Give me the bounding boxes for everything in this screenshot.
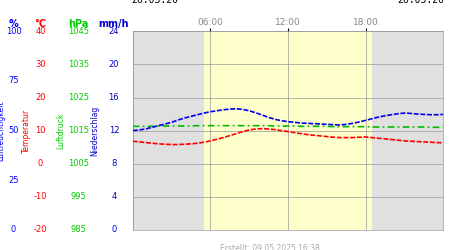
Text: 0: 0 [38, 159, 43, 168]
Text: -20: -20 [34, 226, 47, 234]
Text: Erstellt: 09.05.2025 16:38: Erstellt: 09.05.2025 16:38 [220, 244, 320, 250]
Text: 26.03.20: 26.03.20 [131, 0, 178, 6]
Text: 1025: 1025 [68, 93, 89, 102]
Text: Luftdruck: Luftdruck [56, 112, 65, 149]
Text: 40: 40 [35, 27, 46, 36]
Text: 995: 995 [71, 192, 86, 202]
Text: Temperatur: Temperatur [22, 108, 31, 153]
Text: 1035: 1035 [68, 60, 89, 69]
Text: -10: -10 [34, 192, 47, 202]
Text: 24: 24 [108, 27, 119, 36]
Text: 0: 0 [111, 226, 117, 234]
Text: 75: 75 [8, 76, 19, 86]
Text: 100: 100 [5, 27, 22, 36]
Text: 26.03.20: 26.03.20 [398, 0, 445, 6]
Text: 985: 985 [71, 226, 87, 234]
Text: 20: 20 [108, 60, 119, 69]
Bar [372, 31, 443, 230]
Text: mm/h: mm/h [99, 19, 129, 29]
Bar [133, 31, 204, 230]
Text: hPa: hPa [68, 19, 89, 29]
Bar [204, 31, 372, 230]
Text: 30: 30 [35, 60, 46, 69]
Text: 8: 8 [111, 159, 117, 168]
Text: %: % [9, 19, 18, 29]
Text: °C: °C [35, 19, 46, 29]
Text: 10: 10 [35, 126, 46, 135]
Text: Luftfeuchtigkeit: Luftfeuchtigkeit [0, 100, 5, 161]
Text: 1045: 1045 [68, 27, 89, 36]
Text: Niederschlag: Niederschlag [90, 106, 99, 156]
Text: 50: 50 [8, 126, 19, 135]
Text: 1015: 1015 [68, 126, 89, 135]
Text: 12: 12 [108, 126, 119, 135]
Text: 25: 25 [8, 176, 19, 185]
Text: 16: 16 [108, 93, 119, 102]
Text: 20: 20 [35, 93, 46, 102]
Text: 4: 4 [111, 192, 117, 202]
Text: 0: 0 [11, 226, 16, 234]
Text: 1005: 1005 [68, 159, 89, 168]
